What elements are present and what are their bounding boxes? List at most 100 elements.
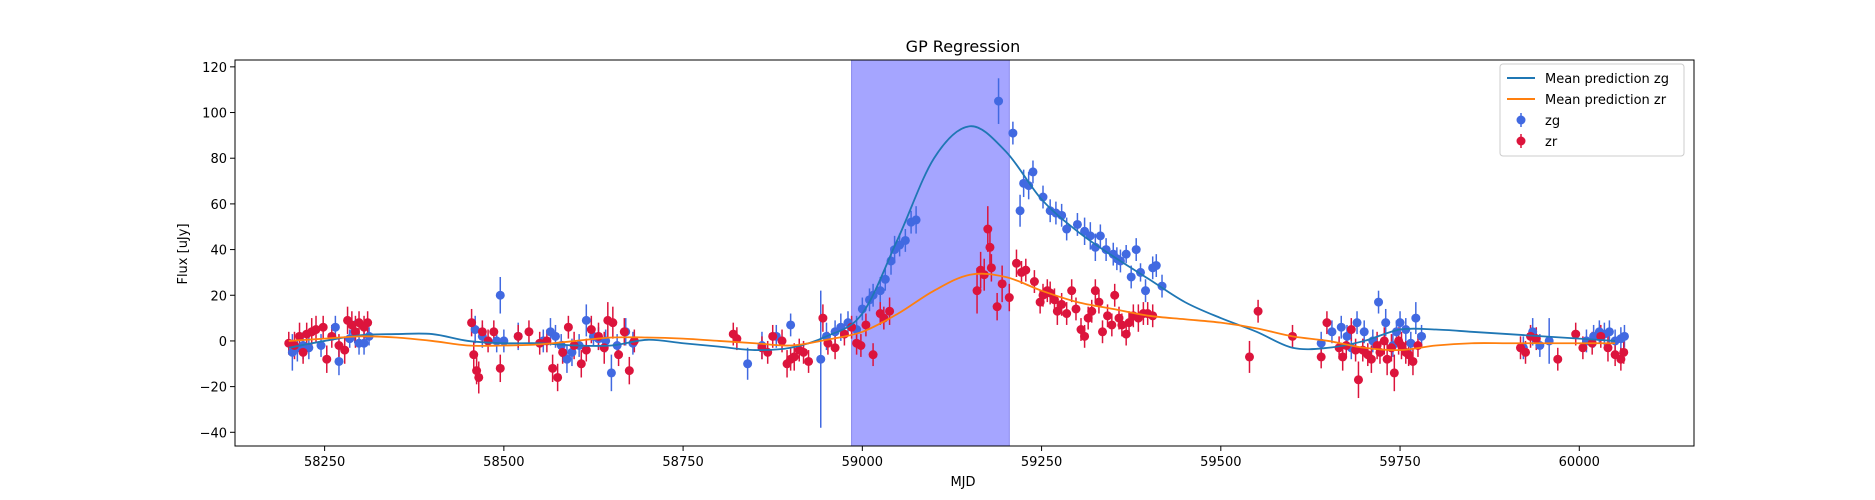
data-point-zr-147 [1603, 343, 1613, 353]
data-point-zr-18 [467, 318, 477, 328]
data-point-zg-96 [1406, 338, 1416, 348]
data-point-zr-139 [1521, 347, 1531, 357]
shaded-interval [851, 59, 1010, 447]
data-point-zr-59 [823, 338, 833, 348]
data-point-zg-97 [1411, 313, 1421, 323]
data-point-zg-4 [316, 341, 326, 351]
legend-item-zg-line: Mean prediction zg [1507, 72, 1669, 87]
data-point-zr-113 [1253, 306, 1263, 316]
data-point-zr-144 [1578, 343, 1588, 353]
data-point-zr-74 [985, 242, 995, 252]
data-point-zr-120 [1346, 325, 1356, 335]
data-point-zg-110 [1619, 331, 1629, 341]
data-point-zr-41 [608, 318, 618, 328]
data-point-zr-89 [1057, 299, 1067, 309]
data-point-zr-47 [732, 334, 742, 344]
data-point-zg-67 [1085, 231, 1095, 241]
axes-frame [234, 59, 1695, 447]
data-point-zr-69 [885, 306, 895, 316]
data-point-zr-99 [1098, 327, 1108, 337]
data-point-zr-112 [1244, 352, 1254, 362]
data-point-zr-135 [1404, 350, 1414, 360]
x-tick-label-59750: 59750 [1379, 455, 1420, 470]
data-point-zr-23 [483, 336, 493, 346]
x-axis-label: MJD [950, 475, 975, 490]
data-point-zg-107 [1604, 327, 1614, 337]
data-point-zg-78 [1141, 286, 1151, 296]
data-point-zr-87 [1049, 295, 1059, 305]
data-point-zr-2 [295, 331, 305, 341]
data-point-zg-22 [562, 354, 572, 364]
legend-box [1499, 63, 1685, 157]
x-tick-label-59250: 59250 [1021, 455, 1062, 470]
y-tick-label-80: 80 [210, 152, 227, 167]
data-point-zr-116 [1322, 318, 1332, 328]
data-point-zr-81 [1021, 265, 1031, 275]
data-point-zg-6 [334, 356, 344, 366]
data-point-zr-56 [799, 347, 809, 357]
data-point-zr-121 [1351, 345, 1361, 355]
legend: Mean prediction zg Mean prediction zr zg… [1499, 63, 1685, 157]
data-point-zg-64 [1062, 224, 1072, 234]
data-point-zg-54 [994, 96, 1004, 106]
x-tick-label-60000: 60000 [1559, 455, 1600, 470]
data-point-zr-70 [972, 286, 982, 296]
data-point-zg-37 [816, 354, 826, 364]
data-point-zr-57 [804, 356, 814, 366]
data-point-zr-32 [558, 347, 568, 357]
data-point-zg-47 [880, 274, 890, 284]
data-point-zr-146 [1596, 331, 1606, 341]
data-point-zr-102 [1110, 290, 1120, 300]
chart-title: GP Regression [906, 37, 1021, 56]
data-point-zr-98 [1094, 297, 1104, 307]
y-tick-label-120: 120 [202, 61, 227, 76]
data-point-zr-8 [322, 354, 332, 364]
data-point-zr-51 [777, 336, 787, 346]
data-point-zr-106 [1124, 318, 1134, 328]
data-point-zr-136 [1408, 356, 1418, 366]
data-point-zg-65 [1072, 219, 1082, 229]
data-point-zg-56 [1015, 206, 1025, 216]
data-point-zr-36 [581, 345, 591, 355]
data-point-zg-85 [1342, 331, 1352, 341]
data-point-zg-33 [743, 359, 753, 369]
y-axis-label: Flux [uJy] [176, 223, 191, 284]
shaded-interval-layer [851, 59, 1010, 447]
data-point-zr-30 [548, 363, 558, 373]
data-point-zr-93 [1076, 325, 1086, 335]
data-point-zg-25 [581, 315, 591, 325]
y-tick-label-0: 0 [219, 335, 227, 350]
y-tick-label-40: 40 [210, 244, 227, 259]
data-point-zr-37 [586, 325, 596, 335]
data-point-zr-22 [477, 327, 487, 337]
data-point-zg-88 [1359, 327, 1369, 337]
data-point-zg-69 [1095, 231, 1105, 241]
data-point-zg-59 [1028, 167, 1038, 177]
data-point-zr-11 [340, 345, 350, 355]
data-point-zg-76 [1131, 245, 1141, 255]
x-tick-label-58750: 58750 [662, 455, 703, 470]
data-point-zr-118 [1338, 352, 1348, 362]
data-point-zr-58 [818, 313, 828, 323]
legend-label-zr-points: zr [1545, 135, 1558, 150]
data-point-zr-62 [847, 322, 857, 332]
legend-item-zg-points: zg [1516, 113, 1560, 129]
data-point-zr-27 [524, 327, 534, 337]
data-point-zr-82 [1029, 277, 1039, 287]
data-point-zg-5 [330, 322, 340, 332]
legend-swatch-zg-marker [1516, 115, 1526, 125]
data-point-zg-70 [1101, 245, 1111, 255]
data-point-zr-94 [1080, 331, 1090, 341]
data-point-zr-73 [983, 224, 993, 234]
data-point-zg-23 [567, 347, 577, 357]
data-point-zr-83 [1035, 297, 1045, 307]
data-point-zr-20 [472, 366, 482, 376]
data-point-zr-115 [1316, 352, 1326, 362]
data-point-zg-29 [606, 368, 616, 378]
data-point-zr-97 [1090, 286, 1100, 296]
data-point-zr-122 [1353, 375, 1363, 385]
data-point-zr-26 [513, 331, 523, 341]
data-point-zg-91 [1381, 318, 1391, 328]
y-tick-label--40: −40 [200, 426, 227, 441]
